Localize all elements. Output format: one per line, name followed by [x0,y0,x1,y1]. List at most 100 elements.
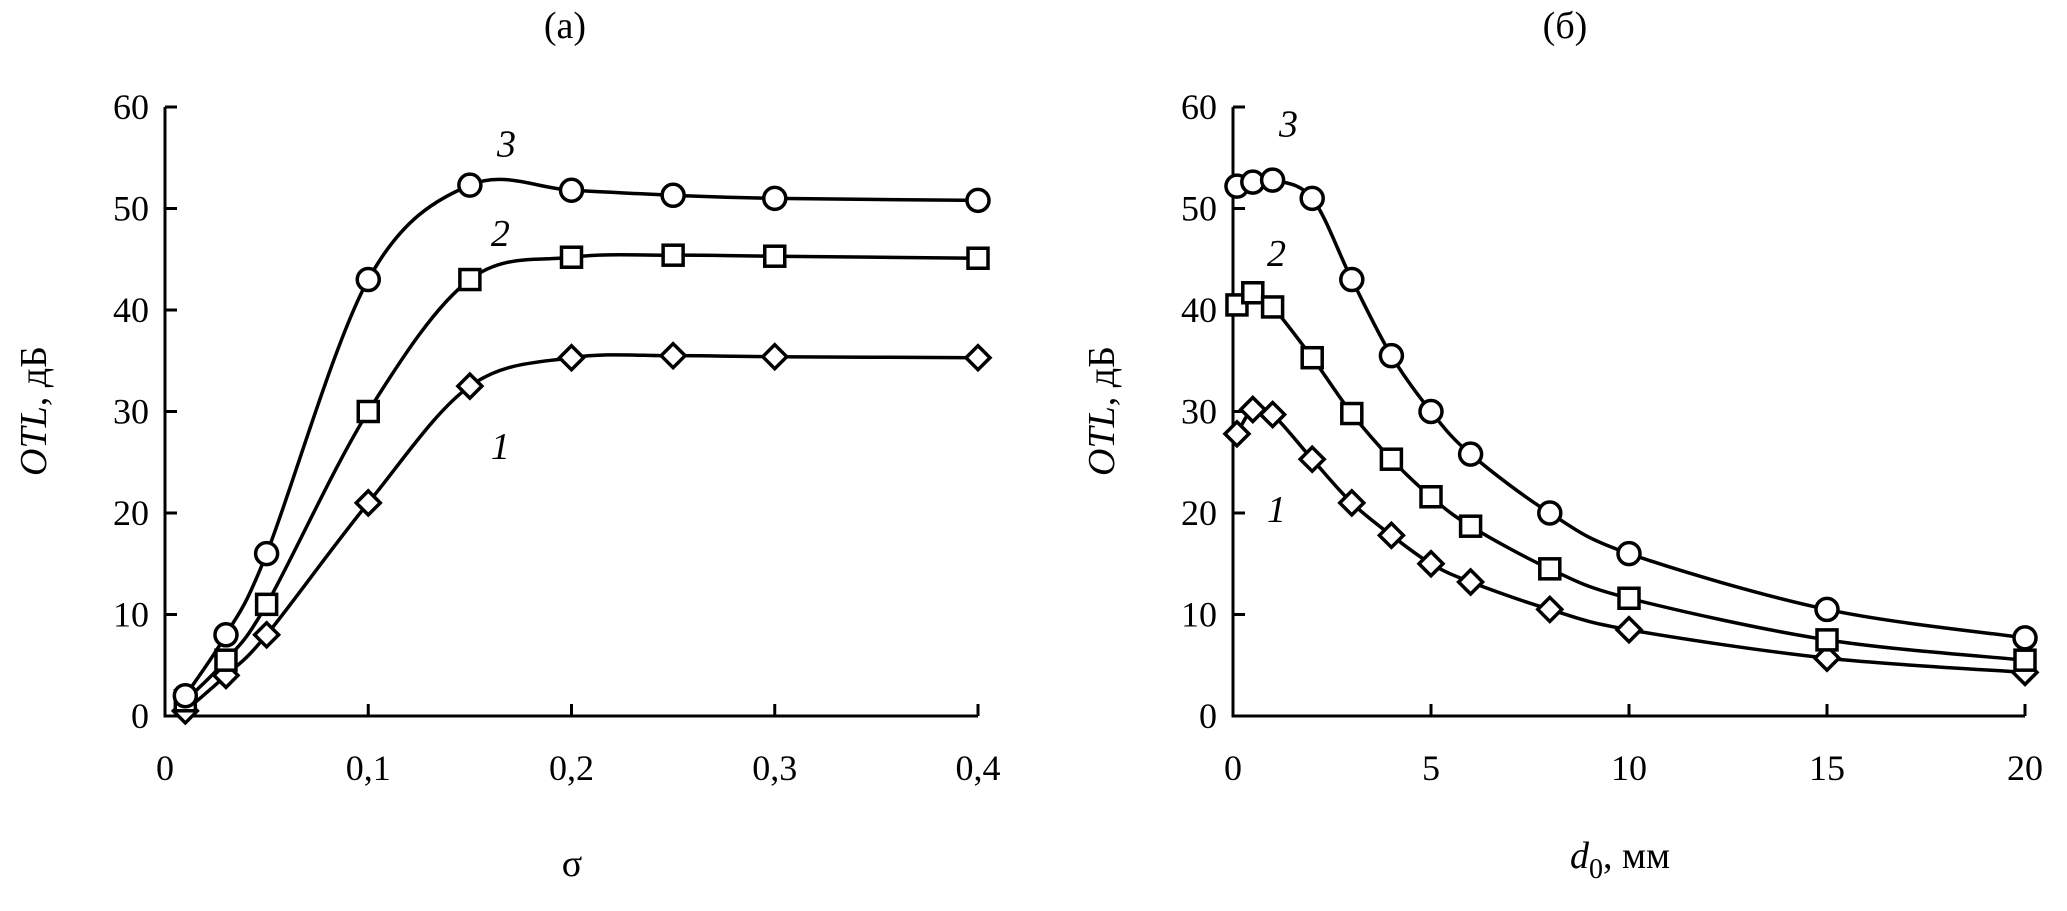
panel-b-series-3-point [1814,596,1840,623]
panel-b-series-1-point [1297,444,1327,474]
panel-a-x-tick-label: 0,3 [752,748,797,788]
panel-b-x-tick-label: 20 [2007,748,2043,788]
panel-a-y-axis-label-main: OTL [13,406,55,476]
panel-a-series-3-point [965,187,991,214]
panel-a-series-3-point [213,622,239,648]
panel-a-series-1-point [658,341,688,371]
panel-a-series-1-point [557,343,586,373]
panel-a-series-3-point [355,266,381,293]
panel-b-series-2-point [1617,586,1641,611]
panel-a-y-tick-label: 30 [113,392,149,432]
panel-b-x-tick-label: 10 [1611,748,1647,788]
panel-b-series-1-point [1456,567,1486,597]
panel-b-y-axis-label-unit: , дБ [1081,346,1123,406]
panel-a-series-2-point [356,399,380,424]
panel-a-series-1-point [353,488,383,518]
panel-b-x-ticks: 0 5 10 15 20 [1224,704,2043,788]
panel-b-series [1222,167,2040,687]
panel-a-x-tick-label: 0,1 [346,748,391,788]
panel-b-series-1-point [1376,520,1406,550]
panel-b-x-tick-label: 0 [1224,748,1242,788]
panel-b-series-1-point [1222,419,1252,449]
panel-a-series-2-point [214,648,238,672]
panel-b-x-axis-label-unit: , мм [1603,835,1670,877]
panel-b-series-1-point [1337,488,1367,518]
panel-a-y-tick-label: 0 [131,696,149,736]
panel-b-series-1-point [1238,394,1268,424]
panel-a-series-2-point [966,246,990,270]
panel-b-series-2-point [1260,295,1285,319]
panel-b-x-axis-label-main: d [1570,835,1590,877]
panel-a-chart: (a) 0 10 20 30 40 50 60 0 0,1 0,2 0,3 0,4 1 2 3 σ OT… [13,5,1001,885]
panel-b-series-2-point [1340,401,1364,426]
panel-a-series-1-point [455,371,485,401]
panel-a-x-axis-label: σ [562,843,582,885]
panel-a-y-tick-label: 10 [113,595,149,635]
panel-a-y-axis-label-unit: , дБ [13,346,55,406]
panel-b-series-3-point [1299,185,1325,212]
panel-a-series [170,172,993,726]
panel-a-y-ticks: 0 10 20 30 40 50 60 [113,87,177,736]
panel-a-series-3-point [457,172,483,198]
panel-a-x-ticks: 0 0,1 0,2 0,3 0,4 [156,704,1001,788]
panel-a-x-tick-label: 0,4 [956,748,1001,788]
panel-b-series-1-point [1614,615,1644,645]
panel-a-curve-label-1: 1 [491,426,510,468]
panel-b-y-tick-label: 60 [1181,87,1217,127]
panel-b-series-3-point [2012,625,2038,651]
panel-a-curve-labels: 1 2 3 [491,124,516,468]
panel-a-series-3-point [558,177,585,203]
panel-b-curve-label-3: 3 [1278,103,1298,145]
panel-a-title: (a) [544,5,586,47]
panel-a-y-tick-label: 20 [113,493,149,533]
panel-a-series-2-point [559,245,584,269]
panel-a-y-tick-label: 60 [113,87,149,127]
panel-a-y-tick-label: 50 [113,189,149,229]
panel-b-series-1-point [1535,594,1565,624]
panel-b-y-tick-label: 50 [1181,189,1217,229]
panel-b-series-2-point [1538,557,1562,581]
panel-b-y-tick-label: 30 [1181,392,1217,432]
panel-b-series-2-point [1241,280,1265,305]
panel-a-series-3-point [660,182,686,209]
panel-b-y-tick-label: 10 [1181,595,1217,635]
panel-b-series-3-point [1378,342,1405,369]
panel-a-series-3-point [253,540,280,567]
panel-b-series-2-point [1815,628,1839,652]
panel-b-series-3-point [1457,441,1484,467]
panel-b-series-3-point [1259,167,1286,193]
panel-a-curve-label-2: 2 [491,213,510,255]
panel-b-curve-labels: 1 2 3 [1267,103,1298,531]
panel-a-x-tick-label: 0 [156,748,174,788]
panel-a-series-1-point [252,620,282,650]
panel-b-series-1-point [1812,643,1842,673]
panel-b-y-axis-label-main: OTL [1081,406,1123,476]
panel-b-x-tick-label: 5 [1422,748,1440,788]
panel-b-y-tick-label: 40 [1181,290,1217,330]
panel-a-series-1-point [760,342,790,372]
panel-a-curve-label-3: 3 [496,124,516,166]
panel-b-title: (б) [1543,5,1588,47]
panel-b-series-2-point [1458,514,1483,538]
panel-a-x-tick-label: 0,2 [549,748,594,788]
panel-b-y-tick-label: 20 [1181,493,1217,533]
panel-b-series-2-point [1300,345,1324,370]
panel-b-x-tick-label: 15 [1809,748,1845,788]
panel-b-series-3-point [1339,266,1365,293]
panel-b-series-2-point [1379,447,1404,471]
panel-a-series-3-point [172,682,199,709]
panel-a-series-2-point [661,243,685,267]
panel-b-curve-label-2: 2 [1267,233,1286,275]
panel-a-y-tick-label: 40 [113,290,149,330]
panel-b-series-1-point [1258,400,1288,430]
panel-b-series-1-point [1416,549,1446,579]
panel-a-series-1-point [963,343,993,373]
panel-a-series-2-point [254,592,279,617]
panel-b-series-2-point [1419,485,1443,509]
panel-b-series-3-point [1537,500,1563,526]
panel-b-series-3-point [1418,398,1444,425]
panel-b-x-axis-label-sub: 0 [1589,854,1603,885]
panel-a-series-3-point [762,185,788,212]
